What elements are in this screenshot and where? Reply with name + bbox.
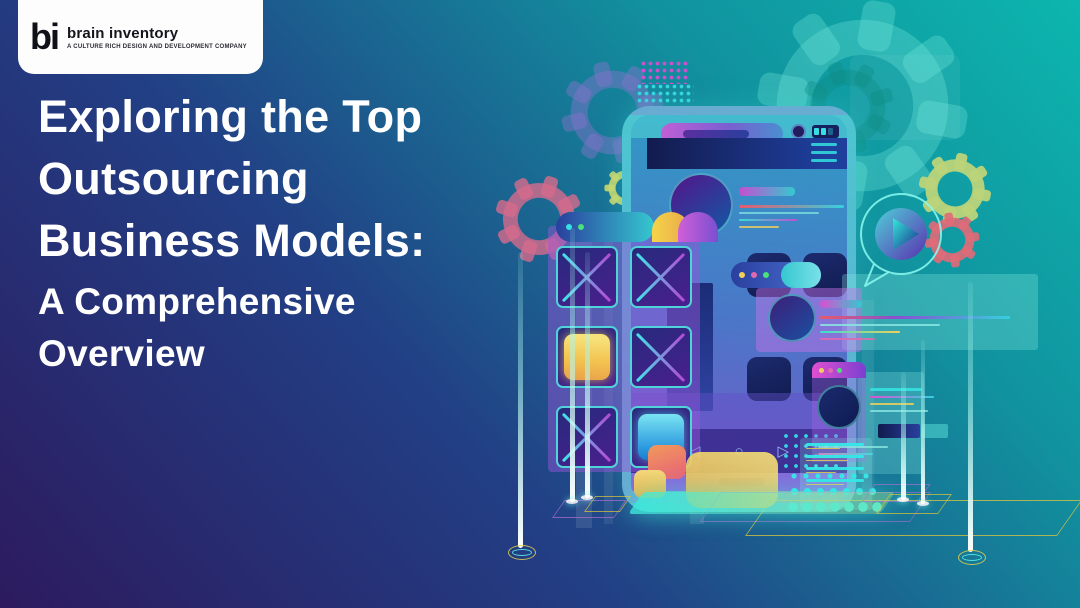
pillar-target-inner [512, 549, 532, 556]
light-beam [862, 300, 874, 510]
window-dot [739, 272, 745, 278]
pillar-target-inner [962, 554, 982, 561]
text-line [870, 403, 914, 405]
text-line [739, 226, 779, 228]
glass-panel [842, 274, 1038, 350]
light-pillar [518, 252, 523, 548]
hero-banner [647, 138, 847, 169]
text-line [739, 219, 797, 221]
text-line [739, 205, 844, 208]
avatar-icon [768, 294, 816, 342]
browser-pill [731, 262, 821, 288]
brand-text-block: brain inventory A CULTURE RICH DESIGN AN… [67, 25, 247, 50]
wireframe-x-tile-icon [630, 326, 692, 388]
window-dot [819, 368, 824, 373]
text-line [820, 300, 862, 308]
pillar-base [917, 501, 929, 506]
dot-matrix [636, 83, 694, 105]
title-line: Outsourcing [38, 153, 309, 204]
text-line [739, 212, 819, 214]
battery-bar [828, 128, 833, 135]
list-line [806, 467, 864, 470]
app-tile-icon [747, 357, 791, 401]
text-line [820, 316, 1010, 319]
brand-logo: bi [30, 16, 60, 57]
camera-icon [793, 126, 804, 137]
status-dot [566, 224, 572, 230]
nav-back-icon: ◁ [688, 443, 701, 460]
light-pillar [968, 282, 973, 552]
pillar-target [508, 545, 536, 560]
pillar-base [581, 495, 593, 500]
light-pillar [585, 252, 590, 498]
subtitle-line: Overview [38, 333, 205, 374]
play-icon [893, 218, 919, 250]
title-line: Exploring the Top [38, 91, 423, 142]
brand-logo-card: bi brain inventory A CULTURE RICH DESIGN… [18, 0, 263, 74]
list-line [806, 479, 864, 482]
title-line: Business Models: [38, 215, 426, 266]
window-dot [837, 368, 842, 373]
play-video-bubble [860, 193, 942, 287]
navy-bar [878, 424, 920, 438]
brand-name: brain inventory [67, 24, 179, 42]
battery-bar [821, 128, 826, 135]
pill-cap [781, 262, 821, 288]
text-line [739, 187, 795, 196]
wireframe-x-tile-icon [630, 246, 692, 308]
banner-line [811, 159, 837, 162]
nav-home-icon: ○ [734, 442, 744, 460]
pillar-base [897, 497, 909, 502]
text-line [818, 453, 873, 455]
banner-line [811, 151, 837, 154]
window-dot [763, 272, 769, 278]
brand-tagline: A CULTURE RICH DESIGN AND DEVELOPMENT CO… [67, 43, 247, 50]
window-dot [751, 272, 757, 278]
text-line [818, 446, 888, 448]
page-subtitle: A Comprehensive Overview [38, 276, 356, 380]
dot-grid [781, 431, 843, 471]
list-line [806, 443, 864, 446]
pillar-base [566, 499, 578, 504]
status-dot [578, 224, 584, 230]
dot-row [788, 470, 874, 480]
list-line [806, 447, 840, 449]
platform-glow-slab [628, 492, 896, 514]
subtitle-line: A Comprehensive [38, 281, 356, 322]
text-line [820, 324, 940, 326]
battery-icon [812, 125, 839, 138]
battery-bar [814, 128, 819, 135]
light-pillar [570, 228, 575, 502]
page-title: Exploring the Top Outsourcing Business M… [38, 86, 425, 272]
window-card [812, 362, 866, 378]
pillar-target [958, 550, 986, 565]
light-pillar [921, 340, 925, 504]
dot-matrix [640, 60, 690, 84]
speaker-line [683, 130, 749, 138]
window-dot [828, 368, 833, 373]
text-line [820, 331, 900, 333]
profile-card [756, 288, 1010, 352]
list-line [806, 455, 864, 458]
speech-bubble-icon [860, 193, 942, 275]
light-pillar [901, 372, 906, 500]
speech-bubble-tail [864, 263, 890, 287]
arch-shape [678, 212, 718, 242]
text-line [870, 388, 922, 391]
banner-line [811, 143, 837, 146]
list-line [806, 459, 848, 461]
text-line [870, 410, 928, 412]
list-line [806, 483, 844, 485]
avatar-icon [817, 385, 861, 429]
text-line [820, 338, 875, 340]
teal-bar [922, 424, 948, 438]
